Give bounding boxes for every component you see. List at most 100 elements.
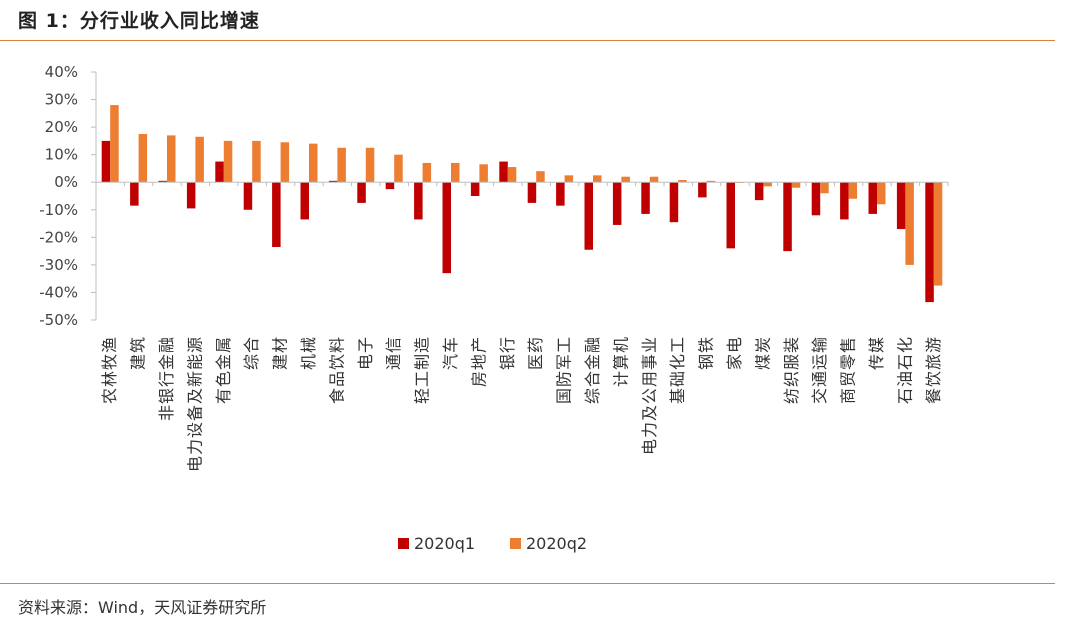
- bar-2020q2: [593, 175, 602, 183]
- bar-2020q1: [243, 182, 253, 210]
- bar-2020q1: [811, 182, 821, 216]
- bar-2020q2: [479, 164, 488, 183]
- bar-2020q1: [186, 182, 196, 209]
- category-label: 机械: [299, 336, 318, 370]
- category-label: 家电: [725, 336, 744, 370]
- bar-2020q2: [223, 140, 233, 183]
- bar-2020q1: [499, 161, 508, 183]
- y-tick-label: 20%: [45, 118, 78, 136]
- category-label: 综合金融: [583, 336, 602, 404]
- bar-2020q1: [414, 182, 423, 220]
- category-label: 建筑: [129, 336, 148, 370]
- bar-2020q2: [649, 176, 659, 183]
- bar-2020q1: [470, 182, 480, 196]
- bar-2020q2: [195, 136, 204, 183]
- category-label: 房地产: [469, 336, 488, 387]
- legend: 2020q1 2020q2: [398, 534, 587, 553]
- category-label: 电力设备及新能源: [185, 336, 204, 472]
- y-tick-label: -30%: [39, 256, 78, 274]
- category-label: 餐饮旅游: [924, 336, 943, 404]
- legend-label-2020q2: 2020q2: [526, 534, 587, 553]
- y-tick-label: 30%: [45, 91, 78, 109]
- bar-2020q2: [678, 180, 687, 183]
- bar-2020q1: [868, 182, 877, 214]
- bar-2020q2: [820, 182, 829, 194]
- y-tick-label: 0%: [54, 173, 78, 191]
- bar-2020q1: [783, 182, 792, 252]
- y-tick-label: -10%: [39, 201, 78, 219]
- bar-2020q1: [442, 182, 451, 274]
- bar-2020q1: [612, 182, 622, 225]
- bar-2020q1: [385, 182, 395, 190]
- category-label: 国防军工: [555, 336, 574, 404]
- category-label: 钢铁: [697, 336, 716, 370]
- axes: [95, 72, 949, 320]
- bar-2020q1: [130, 182, 139, 206]
- bar-2020q2: [877, 182, 886, 205]
- category-label: 有色金属: [214, 336, 233, 404]
- bar-2020q1: [300, 182, 309, 220]
- bar-2020q2: [422, 162, 432, 183]
- bottom-rule: [0, 583, 1055, 584]
- bar-2020q1: [925, 182, 934, 303]
- bar-2020q1: [101, 140, 111, 183]
- bar-2020q2: [905, 182, 914, 265]
- bar-2020q2: [621, 176, 630, 183]
- y-axis-ticks: 40% 30% 20% 10% 0% -10% -20% -30% -40% -50%: [39, 63, 96, 329]
- bar-2020q1: [272, 182, 281, 247]
- bar-2020q2: [110, 105, 119, 183]
- y-tick-label: 10%: [45, 146, 78, 164]
- category-label: 电力及公用事业: [640, 336, 659, 455]
- series-2020q2-bars: [110, 105, 943, 286]
- bar-2020q1: [698, 182, 707, 198]
- bar-2020q1: [641, 182, 650, 214]
- bar-2020q2: [280, 142, 290, 183]
- bar-2020q2: [167, 135, 176, 183]
- bar-chart: 40%30%20%10%0%-10%-20%-30%-40%-50% 农林牧渔建…: [39, 63, 949, 553]
- bar-2020q2: [791, 182, 801, 188]
- bar-2020q1: [896, 182, 906, 230]
- bar-2020q1: [726, 182, 735, 249]
- bar-2020q2: [394, 154, 403, 183]
- bar-2020q2: [309, 143, 318, 183]
- bar-2020q2: [848, 182, 858, 199]
- bar-2020q1: [669, 182, 679, 223]
- bar-2020q1: [158, 180, 167, 183]
- figure-title: 图 1：分行业收入同比增速: [18, 10, 260, 32]
- category-label: 传媒: [867, 336, 886, 370]
- bar-2020q2: [451, 162, 460, 183]
- bar-2020q1: [357, 182, 366, 203]
- y-tick-label: -40%: [39, 283, 78, 301]
- bar-2020q1: [754, 182, 764, 201]
- category-label: 综合: [242, 336, 261, 370]
- bar-2020q1: [584, 182, 593, 250]
- bar-2020q1: [527, 182, 537, 203]
- category-label: 商贸零售: [839, 336, 858, 404]
- bar-2020q1: [556, 182, 565, 206]
- legend-swatch-2020q2: [510, 538, 521, 549]
- bar-2020q2: [365, 147, 375, 183]
- series-2020q1-bars: [101, 140, 934, 303]
- category-label: 汽车: [441, 336, 460, 370]
- category-label: 建材: [271, 336, 290, 370]
- category-label: 电子: [356, 336, 375, 370]
- bar-2020q2: [138, 134, 148, 183]
- y-tick-label: -20%: [39, 228, 78, 246]
- legend-label-2020q1: 2020q1: [414, 534, 475, 553]
- bar-2020q2: [564, 175, 574, 183]
- category-label: 医药: [526, 336, 545, 370]
- source-note: 资料来源：Wind，天风证券研究所: [18, 598, 267, 617]
- x-axis-category-labels: 农林牧渔 建筑 非银行金融 电力设备及新能源 有色金属 综合 建材 机械 食品饮料 电子 通信 轻工制…: [100, 336, 943, 472]
- category-label: 交通运输: [810, 336, 829, 404]
- y-tick-label: -50%: [39, 311, 78, 329]
- bar-2020q1: [840, 182, 849, 220]
- category-label: 食品饮料: [327, 336, 346, 404]
- top-rule: [0, 40, 1055, 41]
- legend-swatch-2020q1: [398, 538, 409, 549]
- bar-2020q2: [252, 140, 261, 183]
- category-label: 石油石化: [895, 336, 914, 404]
- bar-2020q2: [763, 182, 772, 187]
- category-label: 纺织服装: [782, 336, 801, 404]
- bar-2020q2: [507, 167, 517, 183]
- category-label: 计算机: [611, 336, 630, 387]
